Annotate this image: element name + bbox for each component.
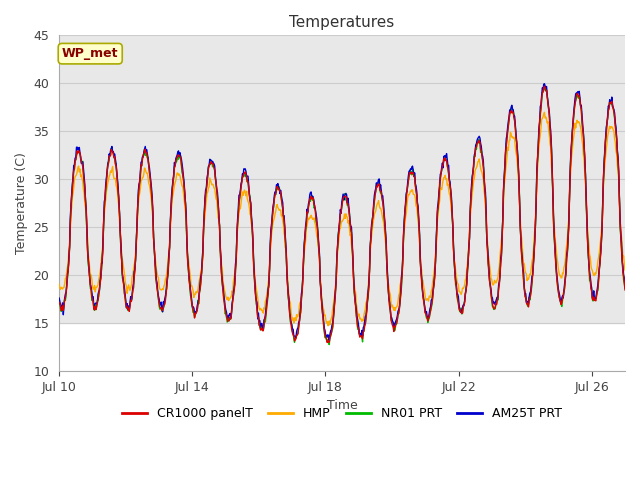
Line: HMP: HMP: [59, 112, 625, 325]
Title: Temperatures: Temperatures: [289, 15, 395, 30]
Bar: [59, 36, 625, 112]
CR1000 panelT: [132, 257, 140, 263]
AM25T PRT: [488, 295, 496, 300]
HMP: [170, 187, 177, 192]
NR01 PRT: [170, 174, 177, 180]
AM25T PRT: [541, 81, 548, 86]
NR01 PRT: [132, 257, 140, 263]
CR1000 panelT: [621, 287, 629, 293]
HMP: [120, 266, 127, 272]
NR01 PRT: [120, 282, 127, 288]
HMP: [397, 279, 404, 285]
AM25T PRT: [170, 171, 177, 177]
NR01 PRT: [541, 85, 548, 91]
CR1000 panelT: [55, 300, 63, 306]
NR01 PRT: [325, 342, 333, 348]
CR1000 panelT: [397, 291, 404, 297]
HMP: [541, 109, 548, 115]
AM25T PRT: [132, 257, 140, 263]
HMP: [132, 251, 140, 257]
CR1000 panelT: [488, 300, 496, 306]
HMP: [488, 281, 496, 287]
HMP: [324, 323, 332, 328]
NR01 PRT: [621, 286, 629, 291]
CR1000 panelT: [170, 174, 177, 180]
NR01 PRT: [488, 303, 496, 309]
Text: WP_met: WP_met: [62, 47, 118, 60]
Line: CR1000 panelT: CR1000 panelT: [59, 86, 625, 342]
Bar: [59, 112, 625, 323]
AM25T PRT: [621, 284, 629, 290]
NR01 PRT: [349, 255, 356, 261]
CR1000 panelT: [120, 282, 127, 288]
AM25T PRT: [120, 280, 127, 286]
CR1000 panelT: [323, 339, 331, 345]
HMP: [621, 267, 629, 273]
Y-axis label: Temperature (C): Temperature (C): [15, 152, 28, 254]
NR01 PRT: [55, 301, 63, 307]
AM25T PRT: [325, 337, 333, 343]
Line: AM25T PRT: AM25T PRT: [59, 84, 625, 340]
AM25T PRT: [349, 252, 356, 258]
HMP: [349, 259, 356, 264]
CR1000 panelT: [349, 255, 356, 261]
AM25T PRT: [55, 295, 63, 301]
Legend: CR1000 panelT, HMP, NR01 PRT, AM25T PRT: CR1000 panelT, HMP, NR01 PRT, AM25T PRT: [117, 402, 567, 425]
AM25T PRT: [397, 288, 404, 293]
HMP: [55, 281, 63, 287]
CR1000 panelT: [541, 84, 548, 89]
X-axis label: Time: Time: [326, 399, 358, 412]
NR01 PRT: [397, 293, 404, 299]
Line: NR01 PRT: NR01 PRT: [59, 88, 625, 345]
